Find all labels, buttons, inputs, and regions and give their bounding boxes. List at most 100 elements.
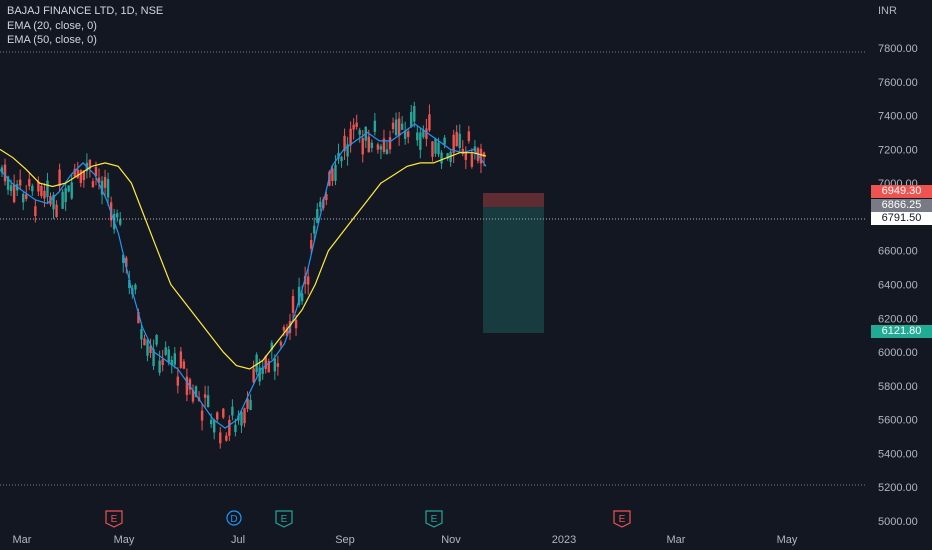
- candle-down: [176, 376, 180, 386]
- y-tick-label: 6600.00: [878, 246, 918, 258]
- candle-up: [313, 225, 316, 234]
- candle-up: [115, 213, 119, 218]
- x-tick-label: Sep: [335, 534, 355, 546]
- candle-up: [240, 411, 243, 426]
- candle-up: [170, 359, 173, 366]
- candle-up: [410, 111, 413, 127]
- ema20-legend[interactable]: EMA (20, close, 0): [7, 19, 97, 32]
- candle-down: [470, 153, 474, 167]
- candle-down: [225, 435, 228, 441]
- candle-down: [343, 135, 346, 152]
- x-tick-label: Mar: [13, 534, 32, 546]
- ema50-legend[interactable]: EMA (50, close, 0): [7, 34, 97, 46]
- candle-down: [143, 338, 146, 346]
- candle-up: [155, 334, 158, 345]
- x-tick-label: Mar: [667, 534, 686, 546]
- candle-up: [249, 399, 252, 411]
- candle-down: [79, 170, 83, 183]
- candle-down: [222, 408, 225, 418]
- candle-down: [103, 176, 107, 188]
- candle-down: [431, 141, 434, 157]
- candle-down: [310, 240, 313, 249]
- candle-up: [164, 347, 167, 355]
- candle-up: [473, 146, 477, 152]
- currency-label: INR: [878, 5, 897, 17]
- candle-up: [128, 280, 131, 289]
- candle-up: [194, 386, 198, 398]
- candle-up: [70, 182, 73, 199]
- y-tick-label: 5400.00: [878, 448, 918, 460]
- earnings-marker[interactable]: E: [105, 510, 123, 528]
- candle-down: [264, 356, 267, 370]
- earnings-marker[interactable]: E: [425, 510, 443, 528]
- candle-up: [0, 167, 4, 173]
- candle-down: [3, 164, 7, 182]
- candle-down: [331, 168, 334, 181]
- earnings-marker[interactable]: E: [613, 510, 631, 528]
- candle-down: [88, 159, 92, 169]
- candle-down: [455, 131, 458, 147]
- candle-down: [161, 359, 164, 366]
- candle-down: [325, 194, 328, 201]
- candle-up: [167, 349, 170, 363]
- target-price-tag: 6121.80: [871, 325, 932, 338]
- candle-down: [306, 276, 310, 285]
- candle-up: [6, 176, 10, 190]
- candle-down: [137, 312, 140, 324]
- x-tick-label: May: [114, 534, 135, 546]
- y-tick-label: 5000.00: [878, 516, 918, 528]
- candle-up: [400, 123, 404, 130]
- y-tick-label: 6000.00: [878, 347, 918, 359]
- candle-up: [416, 132, 419, 141]
- candle-down: [388, 137, 392, 150]
- y-tick-label: 7600.00: [878, 77, 918, 89]
- candle-down: [228, 419, 231, 436]
- stop-price-tag: 6949.30: [871, 185, 932, 198]
- svg-text:E: E: [431, 514, 438, 525]
- stop-loss-zone: [483, 193, 544, 207]
- candle-down: [246, 398, 249, 409]
- candle-down: [267, 361, 270, 373]
- candle-down: [391, 122, 395, 129]
- y-tick-label: 5600.00: [878, 415, 918, 427]
- candle-down: [18, 179, 22, 186]
- candle-down: [407, 131, 410, 137]
- candle-up: [370, 142, 374, 148]
- candle-up: [61, 191, 64, 209]
- candle-down: [276, 363, 280, 367]
- candle-up: [422, 129, 425, 138]
- earnings-marker[interactable]: E: [275, 510, 293, 528]
- candle-down: [467, 131, 471, 142]
- candle-up: [403, 130, 407, 139]
- candle-down: [40, 185, 43, 196]
- candle-down: [376, 144, 380, 150]
- candle-down: [291, 296, 295, 313]
- dividend-marker[interactable]: D: [226, 510, 242, 526]
- candle-up: [437, 142, 440, 155]
- x-tick-label: 2023: [552, 534, 576, 546]
- candle-down: [352, 124, 355, 130]
- candle-up: [373, 120, 377, 132]
- last-price-tag: 6791.50: [871, 212, 932, 225]
- candle-up: [300, 293, 304, 302]
- candle-up: [385, 149, 389, 155]
- svg-text:E: E: [281, 514, 288, 525]
- candle-up: [9, 185, 13, 192]
- candle-up: [158, 360, 161, 373]
- candle-up: [152, 349, 155, 367]
- svg-text:E: E: [111, 514, 118, 525]
- candle-up: [419, 132, 422, 150]
- candle-down: [252, 368, 255, 383]
- candle-up: [446, 153, 449, 159]
- candle-down: [91, 181, 95, 188]
- symbol-title[interactable]: BAJAJ FINANCE LTD, 1D, NSE: [7, 5, 164, 17]
- chart-legend: BAJAJ FINANCE LTD, 1D, NSE EMA (20, clos…: [7, 4, 163, 48]
- candle-up: [334, 164, 337, 181]
- candle-down: [179, 351, 183, 368]
- x-tick-label: May: [777, 534, 798, 546]
- y-tick-label: 5800.00: [878, 381, 918, 393]
- candle-down: [37, 181, 40, 192]
- candles: [0, 101, 486, 449]
- ema50-line: [0, 148, 487, 370]
